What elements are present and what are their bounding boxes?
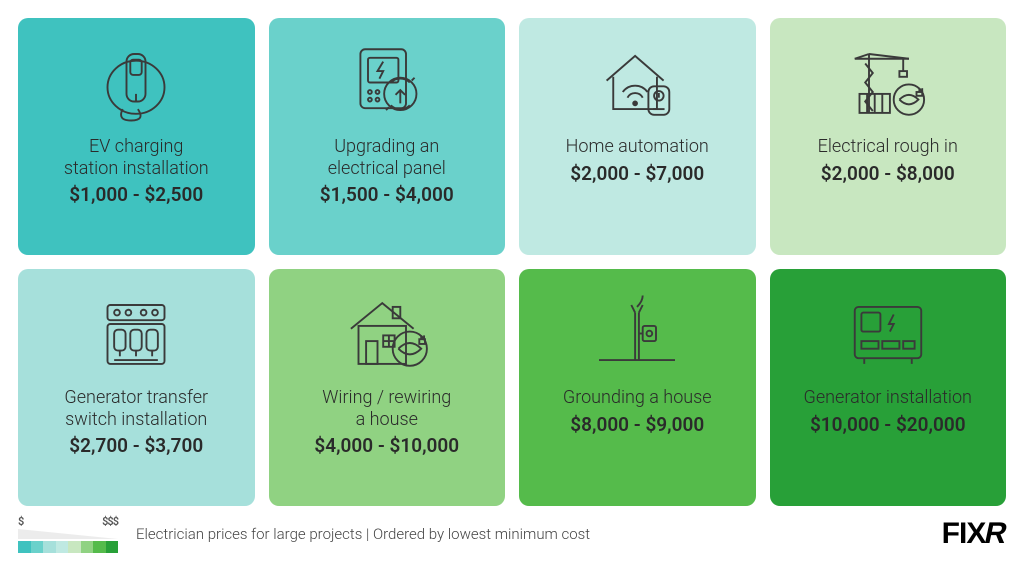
transfer-switch-icon <box>28 283 245 383</box>
legend-swatch <box>18 541 31 553</box>
card-price: $8,000 - $9,000 <box>570 413 704 436</box>
legend-swatches <box>18 541 118 553</box>
house-wiring-icon <box>279 283 496 383</box>
legend-swatch <box>93 541 106 553</box>
card-price: $2,700 - $3,700 <box>69 434 203 457</box>
card-title: EV chargingstation installation <box>64 136 209 179</box>
fixr-logo: FIXR <box>942 517 1006 551</box>
card-title: Grounding a house <box>563 387 712 409</box>
caption: Electrician prices for large projects | … <box>132 525 942 543</box>
price-card: EV chargingstation installation $1,000 - … <box>18 18 255 255</box>
grounding-rod-icon <box>529 283 746 383</box>
legend-swatch <box>56 541 69 553</box>
smart-home-icon <box>529 32 746 132</box>
card-title: Wiring / rewiringa house <box>322 387 451 430</box>
price-cards-grid: EV chargingstation installation $1,000 - … <box>18 18 1006 506</box>
card-title: Electrical rough in <box>818 136 958 158</box>
legend-swatch <box>106 541 119 553</box>
legend-swatch <box>31 541 44 553</box>
legend-triangle <box>18 529 118 539</box>
construction-crane-icon <box>780 32 997 132</box>
price-card: Grounding a house $8,000 - $9,000 <box>519 269 756 506</box>
legend-swatch <box>43 541 56 553</box>
price-card: Upgrading anelectrical panel $1,500 - $4,… <box>269 18 506 255</box>
card-price: $1,500 - $4,000 <box>320 183 454 206</box>
price-card: Wiring / rewiringa house $4,000 - $10,000 <box>269 269 506 506</box>
generator-icon <box>780 283 997 383</box>
price-card: Generator installation $10,000 - $20,000 <box>770 269 1007 506</box>
card-title: Upgrading anelectrical panel <box>328 136 446 179</box>
card-title: Generator installation <box>804 387 972 409</box>
card-price: $2,000 - $7,000 <box>570 162 704 185</box>
footer: $ $$$ Electrician prices for large proje… <box>18 506 1006 554</box>
card-price: $2,000 - $8,000 <box>821 162 955 185</box>
card-title: Generator transferswitch installation <box>64 387 208 430</box>
price-card: Home automation $2,000 - $7,000 <box>519 18 756 255</box>
card-price: $4,000 - $10,000 <box>314 434 459 457</box>
electrical-panel-icon <box>279 32 496 132</box>
legend-low: $ <box>18 515 24 528</box>
legend-swatch <box>81 541 94 553</box>
card-price: $10,000 - $20,000 <box>810 413 966 436</box>
card-price: $1,000 - $2,500 <box>69 183 203 206</box>
price-card: Generator transferswitch installation $2,… <box>18 269 255 506</box>
legend-high: $$$ <box>102 515 118 528</box>
ev-charger-icon <box>28 32 245 132</box>
legend-swatch <box>68 541 81 553</box>
card-title: Home automation <box>566 136 709 158</box>
color-legend: $ $$$ <box>18 515 118 553</box>
price-card: Electrical rough in $2,000 - $8,000 <box>770 18 1007 255</box>
